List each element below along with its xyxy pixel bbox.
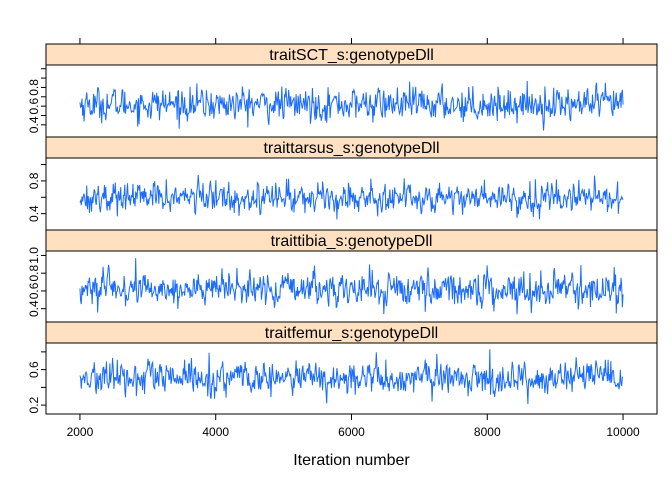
trace-line [79, 81, 624, 131]
y-tick-label: 0.2 [27, 396, 41, 413]
x-tick-label: 10000 [606, 425, 640, 439]
x-tick-label: 6000 [338, 425, 365, 439]
x-tick-label: 2000 [67, 425, 94, 439]
panel-strip-label: traitSCT_s:genotypeDll [269, 47, 434, 64]
y-tick-label: 0.8 [27, 79, 41, 96]
y-tick-label: 1.0 [27, 247, 41, 264]
y-tick-label: 0.6 [27, 282, 41, 299]
y-tick-label: 0.6 [27, 361, 41, 378]
x-tick-label: 4000 [202, 425, 229, 439]
y-tick-label: 0.4 [27, 300, 41, 317]
y-tick-label: 0.6 [27, 97, 41, 114]
trace-line [79, 349, 624, 405]
panel-strip-label: traitfemur_s:genotypeDll [265, 325, 438, 342]
trace-line [79, 174, 624, 220]
panel-strip-label: traittibia_s:genotypeDll [271, 233, 433, 250]
y-tick-label: 0.4 [27, 116, 41, 133]
y-tick-label: 0.4 [27, 205, 41, 222]
trace-line [79, 258, 624, 315]
y-tick-label: 0.8 [27, 172, 41, 189]
panel-strip-label: traittarsus_s:genotypeDll [263, 140, 439, 157]
y-tick-label: 0.8 [27, 265, 41, 282]
x-tick-label: 8000 [474, 425, 501, 439]
x-axis-label: Iteration number [293, 452, 410, 469]
